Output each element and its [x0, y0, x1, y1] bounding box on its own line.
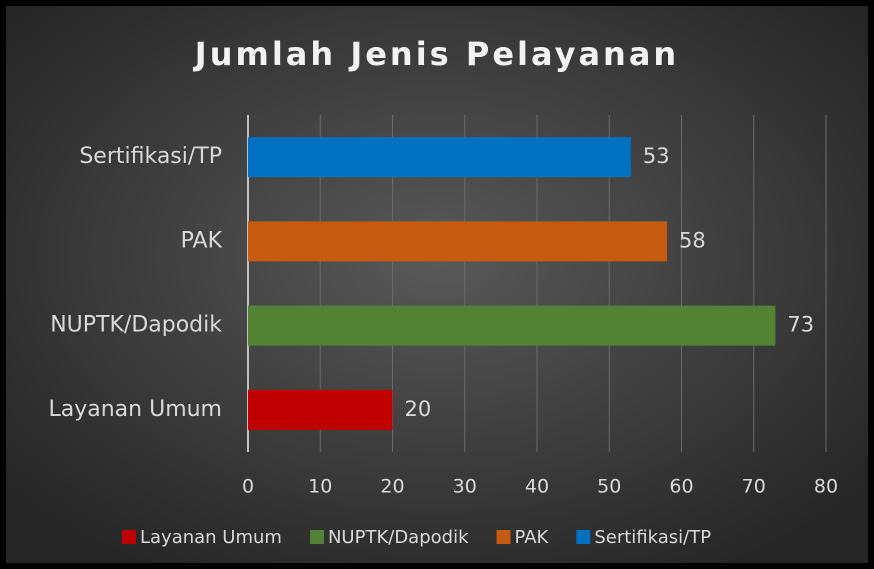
x-tick-label: 70 — [742, 476, 766, 498]
bar — [248, 389, 393, 430]
chart-title: Jumlah Jenis Pelayanan — [193, 35, 679, 73]
data-label: 58 — [679, 228, 706, 252]
background — [6, 6, 868, 563]
x-tick-label: 30 — [453, 476, 477, 498]
legend-label: NUPTK/Dapodik — [328, 527, 469, 548]
x-tick-label: 40 — [525, 476, 549, 498]
bar — [248, 137, 631, 178]
x-tick-label: 10 — [308, 476, 332, 498]
x-tick-label: 50 — [597, 476, 621, 498]
legend-label: Sertifikasi/TP — [594, 527, 711, 548]
x-tick-label: 0 — [242, 476, 254, 498]
data-label: 20 — [405, 397, 432, 421]
legend-swatch — [309, 530, 324, 544]
legend-label: Layanan Umum — [140, 527, 282, 548]
bar — [248, 305, 776, 346]
bar — [248, 221, 668, 262]
y-tick-label: Layanan Umum — [48, 397, 222, 422]
y-tick-label: PAK — [181, 228, 223, 253]
x-tick-label: 20 — [380, 476, 404, 498]
legend-swatch — [576, 530, 591, 544]
y-tick-label: Sertifikasi/TP — [79, 144, 222, 169]
legend-label: PAK — [515, 527, 550, 548]
y-tick-label: NUPTK/Dapodik — [50, 313, 222, 338]
data-label: 73 — [787, 313, 814, 337]
legend-swatch — [122, 530, 136, 544]
legend-swatch — [496, 530, 511, 544]
x-tick-label: 60 — [669, 476, 693, 498]
x-tick-label: 80 — [814, 476, 838, 498]
data-label: 53 — [643, 144, 670, 168]
